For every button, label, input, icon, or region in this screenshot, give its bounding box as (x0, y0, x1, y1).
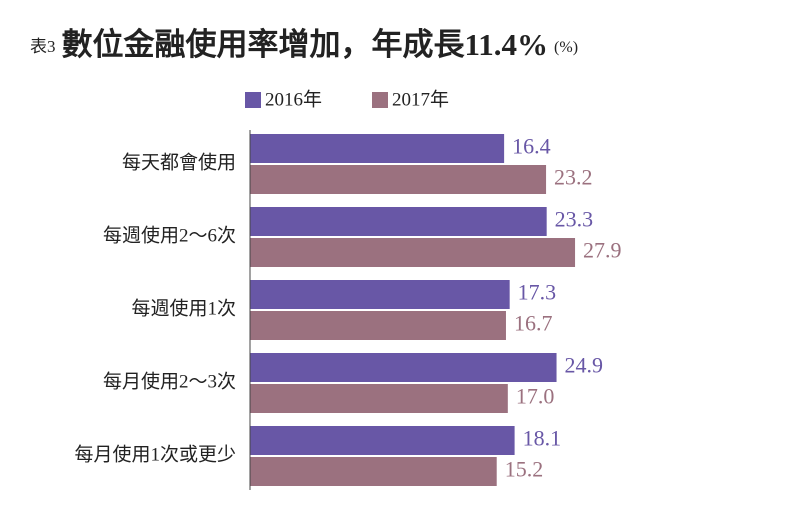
legend-swatch (245, 92, 261, 108)
bar (250, 134, 505, 163)
category-label: 每月使用2～3次 (103, 370, 236, 392)
value-label: 16.7 (514, 311, 553, 336)
legend-label: 2017年 (392, 88, 449, 110)
value-label: 18.1 (523, 426, 562, 451)
category-label: 每月使用1次或更少 (74, 443, 236, 465)
category-label: 每週使用1次 (131, 297, 236, 319)
category-label: 每週使用2～6次 (103, 224, 236, 246)
bar (250, 207, 547, 236)
value-label: 23.3 (555, 207, 594, 232)
chart-title: 表3 數位金融使用率增加，年成長11.4% (%) (30, 27, 578, 62)
bar (250, 165, 547, 194)
value-label: 23.2 (554, 165, 593, 190)
unit-label: (%) (554, 39, 578, 56)
legend-swatch (372, 92, 388, 108)
bar (250, 353, 557, 382)
table-label: 表3 (30, 37, 56, 56)
category-label: 每天都會使用 (122, 151, 236, 173)
value-label: 27.9 (583, 238, 622, 263)
bar (250, 426, 515, 455)
bar (250, 280, 510, 309)
bar (250, 238, 576, 267)
legend-label: 2016年 (265, 88, 322, 110)
bar (250, 457, 497, 486)
bar (250, 384, 508, 413)
value-label: 24.9 (565, 353, 604, 378)
value-label: 16.4 (512, 134, 551, 159)
value-label: 17.3 (518, 280, 557, 305)
value-label: 17.0 (516, 384, 555, 409)
value-label: 15.2 (505, 457, 544, 482)
bar (250, 311, 506, 340)
title-text: 數位金融使用率增加，年成長11.4% (62, 27, 549, 62)
